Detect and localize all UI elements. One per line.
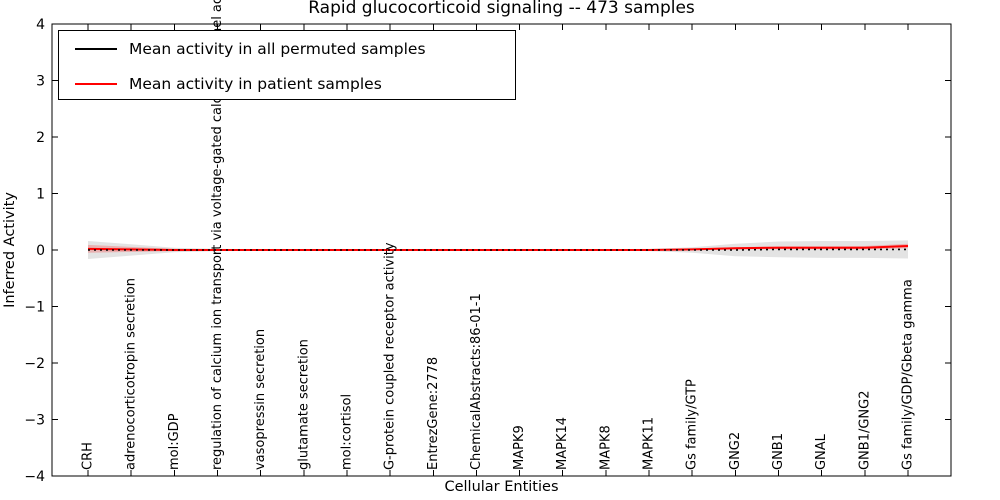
x-tick-label: Gs family/GDP/Gbeta gamma [901, 279, 916, 470]
x-tick-label: glutamate secretion [296, 339, 311, 470]
legend-item-permuted: Mean activity in all permuted samples [59, 31, 515, 66]
x-tick-label: mol:GDP [167, 413, 182, 470]
legend-label: Mean activity in all permuted samples [129, 39, 426, 58]
y-tick-label: 3 [36, 74, 45, 90]
x-tick-label: mol:cortisol [339, 394, 354, 470]
legend-label: Mean activity in patient samples [129, 74, 382, 93]
legend-item-patient: Mean activity in patient samples [59, 66, 515, 101]
legend-line-sample-patient [75, 82, 117, 85]
legend: Mean activity in all permuted samples Me… [58, 30, 516, 100]
y-tick-label: −1 [24, 300, 45, 316]
x-axis-label: Cellular Entities [444, 479, 559, 495]
x-tick-label: adrenocorticotropin secretion [124, 278, 139, 470]
x-tick-label: ChemicalAbstracts:86-01-1 [469, 293, 484, 470]
chart-title: Rapid glucocorticoid signaling -- 473 sa… [308, 0, 695, 18]
x-tick-label: CRH [81, 442, 96, 470]
x-tick-label: G-protein coupled receptor activity [383, 242, 398, 470]
y-tick-label: 4 [36, 17, 45, 33]
y-tick-label: 0 [36, 243, 45, 259]
permuted-mean-line [88, 248, 908, 251]
y-tick-label: −2 [24, 356, 45, 372]
y-tick-label: −4 [24, 469, 45, 485]
y-tick-label: 2 [36, 130, 45, 146]
x-tick-label: vasopressin secretion [253, 329, 268, 470]
x-tick-label: GNB1/GNG2 [857, 390, 872, 470]
x-tick-label: MAPK14 [555, 417, 570, 470]
y-tick-label: −3 [24, 413, 45, 429]
x-tick-label: MAPK8 [598, 425, 613, 470]
x-tick-label: regulation of calcium ion transport via … [210, 0, 225, 470]
x-tick-label: GNAL [814, 433, 829, 470]
legend-line-sample-permuted [75, 47, 117, 50]
y-tick-label: 1 [36, 187, 45, 203]
x-tick-label: GNB1 [771, 433, 786, 470]
x-tick-label: EntrezGene:2778 [426, 357, 441, 470]
x-tick-label: MAPK11 [642, 417, 657, 470]
x-tick-label: MAPK9 [512, 425, 527, 470]
x-tick-label: Gs family/GTP [685, 379, 700, 470]
y-axis-label: Inferred Activity [2, 192, 18, 308]
x-tick-label: GNG2 [728, 432, 743, 470]
